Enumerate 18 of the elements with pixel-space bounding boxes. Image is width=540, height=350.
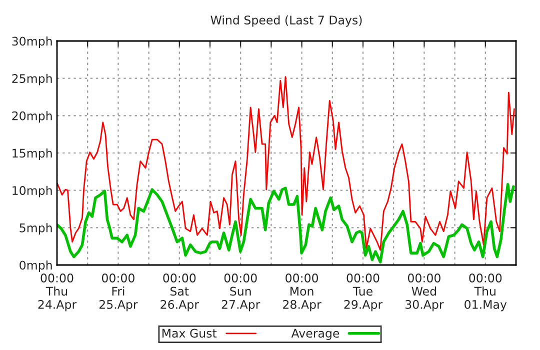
y-tick-label: 0mph bbox=[20, 260, 52, 272]
x-tick-label: 00:00 Mon 28.Apr bbox=[283, 274, 322, 312]
legend-label: Max Gust bbox=[162, 328, 217, 338]
x-tick-label: 00:00 Thu 24.Apr bbox=[38, 274, 77, 312]
y-tick-label: 10mph bbox=[12, 186, 52, 198]
y-tick-label: 25mph bbox=[12, 74, 52, 86]
y-tick-label: 20mph bbox=[12, 111, 52, 123]
legend-label: Average bbox=[291, 328, 340, 340]
x-tick-label: 00:00 Thu 01.May bbox=[464, 274, 507, 312]
chart-title: Wind Speed (Last 7 Days) bbox=[210, 15, 362, 27]
y-tick-label: 5mph bbox=[20, 223, 52, 235]
x-tick-label: 00:00 Wed 30.Apr bbox=[406, 274, 444, 312]
x-tick-label: 00:00 Sun 27.Apr bbox=[222, 274, 260, 312]
y-tick-label: 15mph bbox=[12, 148, 52, 160]
x-tick-label: 00:00 Tue 29.Apr bbox=[344, 274, 383, 312]
y-tick-label: 30mph bbox=[12, 36, 52, 48]
x-tick-label: 00:00 Sat 26.Apr bbox=[160, 274, 199, 312]
x-tick-label: 00:00 Fri 25.Apr bbox=[99, 274, 138, 312]
